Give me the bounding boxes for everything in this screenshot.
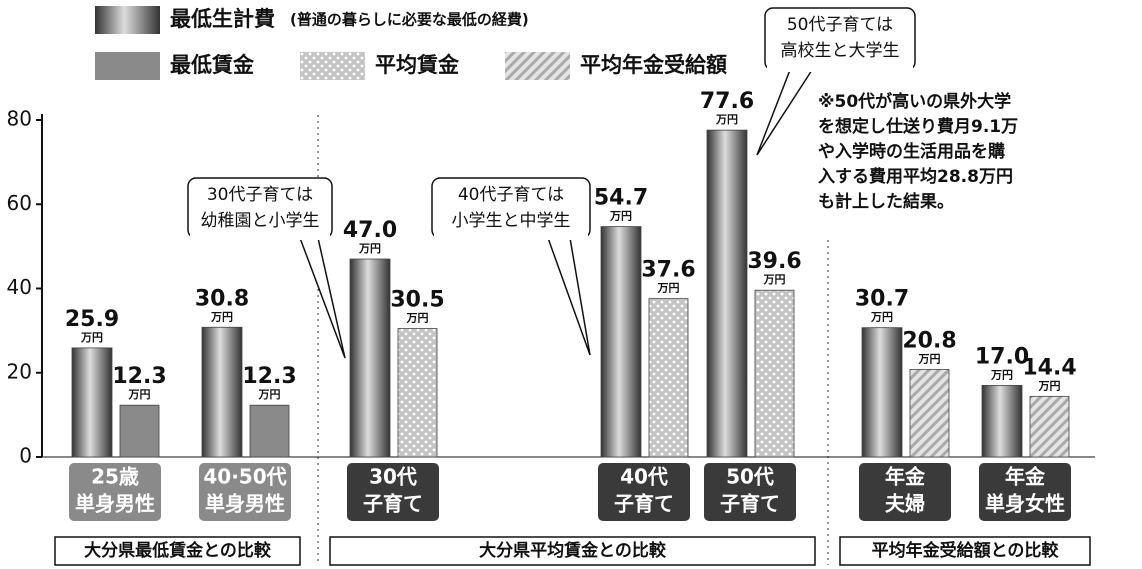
bar: [982, 385, 1022, 457]
x-tick-label: 子育て: [614, 492, 674, 516]
value-label: 25.9: [65, 307, 119, 332]
bar: [910, 369, 949, 457]
note: や入学時の生活用品を購: [818, 141, 1005, 162]
value-unit: 万円: [210, 310, 233, 323]
bar: [601, 227, 641, 457]
bar: [398, 329, 437, 457]
value-label: 30.8: [195, 286, 249, 311]
value-label: 17.0: [975, 344, 1029, 369]
bar: [120, 405, 159, 457]
x-tick-label: 子育て: [363, 492, 423, 516]
callout-cover: [190, 234, 330, 240]
value-unit: 万円: [763, 273, 786, 286]
bar: [755, 290, 794, 457]
value-label: 37.6: [641, 258, 695, 283]
callout-tail: [757, 70, 812, 155]
value-unit: 万円: [990, 368, 1013, 381]
value-label: 14.4: [1022, 355, 1076, 380]
y-tick-label: 0: [19, 444, 32, 468]
callout-tail: [548, 238, 590, 355]
x-tick-label: 子育て: [720, 492, 780, 516]
value-label: 77.6: [700, 89, 754, 114]
x-tick-label: 単身男性: [75, 492, 155, 516]
bar: [1030, 396, 1069, 457]
x-tick-label: 25歳: [91, 465, 139, 489]
bar: [202, 327, 242, 457]
annotation: 幼稚園と小学生: [201, 211, 320, 231]
value-label: 30.7: [855, 287, 909, 312]
value-unit: 万円: [258, 388, 281, 401]
callout-cover: [434, 234, 588, 240]
legend-swatch: [95, 52, 160, 80]
value-unit: 万円: [918, 352, 941, 365]
value-unit: 万円: [609, 210, 632, 223]
value-label: 39.6: [747, 249, 801, 274]
value-unit: 万円: [1038, 379, 1061, 392]
value-label: 54.7: [594, 186, 648, 211]
page: 0 20 40 60 80 最低生計費最低賃金 平均賃金 平均年金受給額 (普通の暮らしに必要な…: [0, 0, 1142, 569]
legend-label: 最低生計費: [170, 7, 275, 31]
group-label: 平均年金受給額との比較: [872, 540, 1060, 561]
legend-label: 最低賃金: [170, 53, 255, 77]
value-unit: 万円: [80, 331, 103, 344]
annotation: 50代子育ては: [787, 15, 893, 35]
x-tick-label: 40·50代: [203, 465, 286, 489]
y-tick-label: 80: [7, 107, 32, 131]
group-label: 大分県最低賃金との比較: [84, 540, 272, 561]
x-tick-label: 単身男性: [205, 492, 285, 516]
value-unit: 万円: [358, 242, 381, 255]
value-unit: 万円: [128, 388, 151, 401]
value-unit: 万円: [870, 311, 893, 324]
value-unit: 万円: [406, 312, 429, 325]
value-label: 30.5: [390, 288, 444, 313]
legend-swatch: [95, 6, 160, 34]
bar: [250, 405, 289, 457]
note: を想定し仕送り費月9.1万: [818, 116, 1018, 137]
x-tick-label: 40代: [620, 465, 668, 489]
value-unit: 万円: [715, 113, 738, 126]
y-tick-label: 40: [7, 275, 32, 299]
legend-note: (普通の暮らしに必要な最低の経費): [290, 11, 529, 29]
note: 入する費用平均28.8万円: [818, 166, 1013, 187]
annotation: 小学生と中学生: [452, 211, 571, 231]
callout-tail: [300, 238, 345, 358]
legend-swatch: [300, 52, 365, 80]
note: ※50代が高いの県外大学: [818, 91, 1011, 112]
y-tick-label: 60: [7, 191, 32, 215]
note: も計上した結果。: [818, 191, 954, 212]
value-label: 47.0: [343, 218, 397, 243]
value-label: 12.3: [112, 364, 166, 389]
x-tick-label: 単身女性: [985, 492, 1065, 516]
value-unit: 万円: [657, 282, 680, 295]
value-label: 20.8: [902, 328, 956, 353]
bar: [649, 299, 688, 457]
value-label: 12.3: [242, 364, 296, 389]
x-tick-label: 50代: [726, 465, 774, 489]
legend-label: 平均賃金: [375, 53, 460, 77]
x-tick-label: 年金: [885, 465, 926, 489]
y-tick-label: 20: [7, 359, 32, 383]
bar: [350, 259, 390, 457]
annotation: 高校生と大学生: [781, 41, 900, 61]
bar: [862, 328, 902, 457]
x-tick-label: 夫婦: [885, 492, 925, 516]
x-tick-label: 年金: [1005, 465, 1046, 489]
annotation: 40代子育ては: [458, 185, 564, 205]
callout-cover: [767, 66, 913, 72]
legend-label: 平均年金受給額: [580, 53, 727, 77]
bar: [707, 130, 747, 457]
x-tick-label: 30代: [369, 465, 417, 489]
chart: 0 20 40 60 80 最低生計費最低賃金 平均賃金 平均年金受給額 (普通の暮らしに必要な…: [0, 0, 1142, 569]
legend-swatch: [505, 52, 570, 80]
annotation: 30代子育ては: [207, 185, 313, 205]
group-label: 大分県平均賃金との比較: [479, 540, 667, 561]
bar: [72, 348, 112, 457]
